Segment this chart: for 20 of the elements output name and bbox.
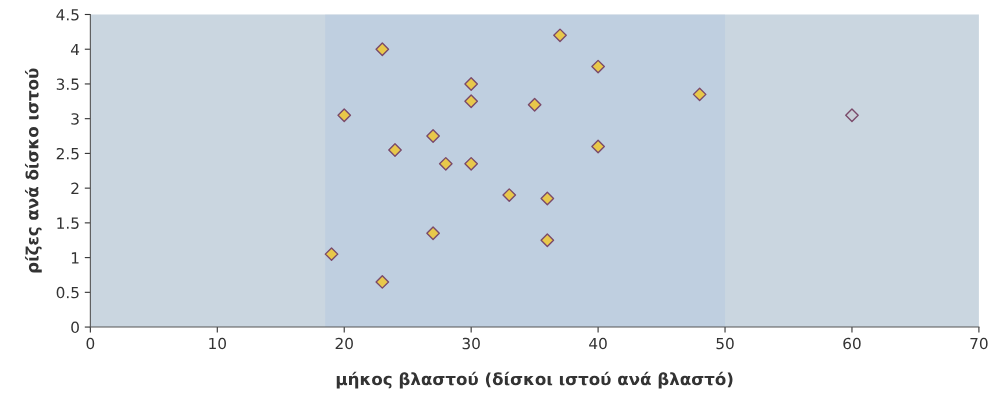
x-tick-label: 10 <box>209 337 226 350</box>
y-tick-label: 1.5 <box>57 217 79 229</box>
y-tick-label: 0 <box>71 321 79 334</box>
y-tick-label: 1 <box>71 252 79 264</box>
y-tick-label: 3 <box>71 113 79 125</box>
y-tick-label: 4 <box>70 43 80 56</box>
y-tick-label: 2 <box>71 182 79 194</box>
x-axis-title: μήκος βλαστού (δίσκοι ιστού ανά βλαστό) <box>336 371 733 389</box>
x-tick-label: 60 <box>843 337 861 350</box>
y-axis-title: ρίζες ανά δίσκο ιστού <box>24 68 42 273</box>
y-tick-label: 3.5 <box>56 78 79 90</box>
x-tick-label: 70 <box>970 337 988 350</box>
x-tick-label: 40 <box>589 337 607 350</box>
x-tick-label: 20 <box>335 337 353 350</box>
y-tick-label: 0.5 <box>56 286 79 299</box>
y-tick-label: 2.5 <box>56 147 79 160</box>
x-tick-label: 30 <box>462 337 480 350</box>
x-tick-label: 50 <box>716 337 734 350</box>
y-tick-label: 4.5 <box>56 9 79 21</box>
x-tick-label: 0 <box>86 337 95 350</box>
